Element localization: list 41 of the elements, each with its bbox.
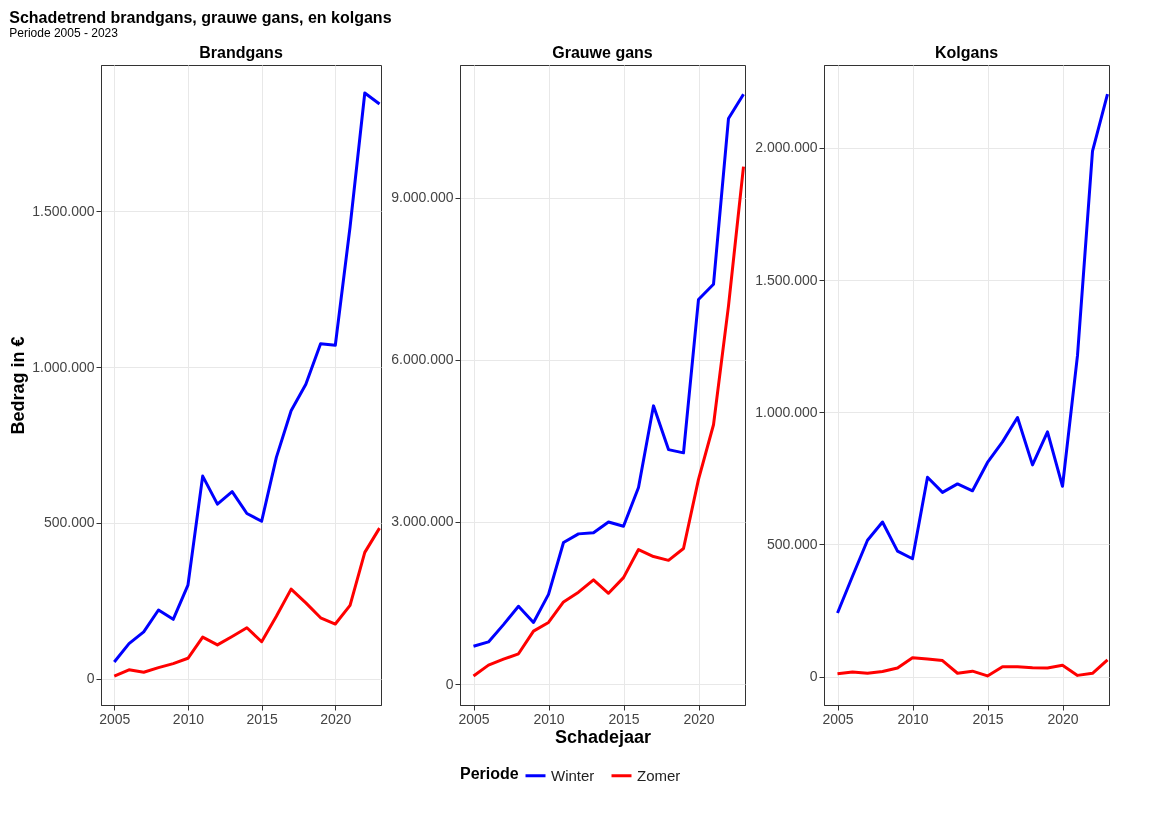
line-series [112, 526, 381, 678]
y-axis-title: Bedrag in € [8, 336, 29, 435]
x-tick-label: 2005 [822, 710, 854, 727]
x-tick-label: 2015 [608, 710, 640, 727]
legend-label: Zomer [637, 766, 681, 784]
y-tick-label: 1.500.000 [755, 271, 818, 288]
x-tick-label: 2010 [172, 710, 205, 727]
line-series [472, 165, 745, 678]
chart-title: Kolgans [934, 44, 999, 61]
chart-title: Grauwe gans [552, 44, 653, 61]
x-tick-label: 2005 [458, 710, 490, 727]
x-tick-label: 2020 [683, 710, 715, 727]
line-series [836, 92, 1109, 615]
x-tick-label: 2010 [897, 710, 929, 727]
y-tick-label: 0 [809, 668, 818, 685]
x-tick-label: 2010 [533, 710, 565, 727]
x-tick-label: 2020 [320, 710, 352, 727]
y-tick-label: 3.000.000 [391, 513, 454, 530]
y-tick-label: 0 [86, 670, 95, 687]
y-tick-label: 0 [445, 675, 454, 692]
y-tick-label: 500.000 [766, 535, 818, 552]
y-tick-label: 2.000.000 [755, 139, 818, 156]
y-tick-label: 1.500.000 [32, 202, 95, 219]
text: Periode 2005 - 2023 [9, 25, 119, 40]
y-tick-label: 1.000.000 [32, 358, 95, 375]
legend-label: Winter [551, 766, 595, 784]
x-tick-label: 2005 [99, 710, 131, 727]
chart-title: Brandgans [199, 44, 283, 61]
x-tick-label: 2015 [972, 710, 1004, 727]
y-tick-label: 1.000.000 [755, 403, 818, 420]
line-series [836, 656, 1109, 678]
x-tick-label: 2015 [246, 710, 278, 727]
x-axis-title: Schadejaar [554, 726, 652, 747]
y-tick-label: 9.000.000 [391, 189, 454, 206]
legend-title: Periode [460, 765, 519, 782]
y-tick-label: 500.000 [43, 514, 95, 531]
line-series [112, 91, 381, 664]
y-tick-label: 6.000.000 [391, 351, 454, 368]
text: Schadetrend brandgans, grauwe gans, en kolgans [9, 8, 392, 26]
x-tick-label: 2020 [1047, 710, 1079, 727]
line-series [472, 92, 745, 648]
